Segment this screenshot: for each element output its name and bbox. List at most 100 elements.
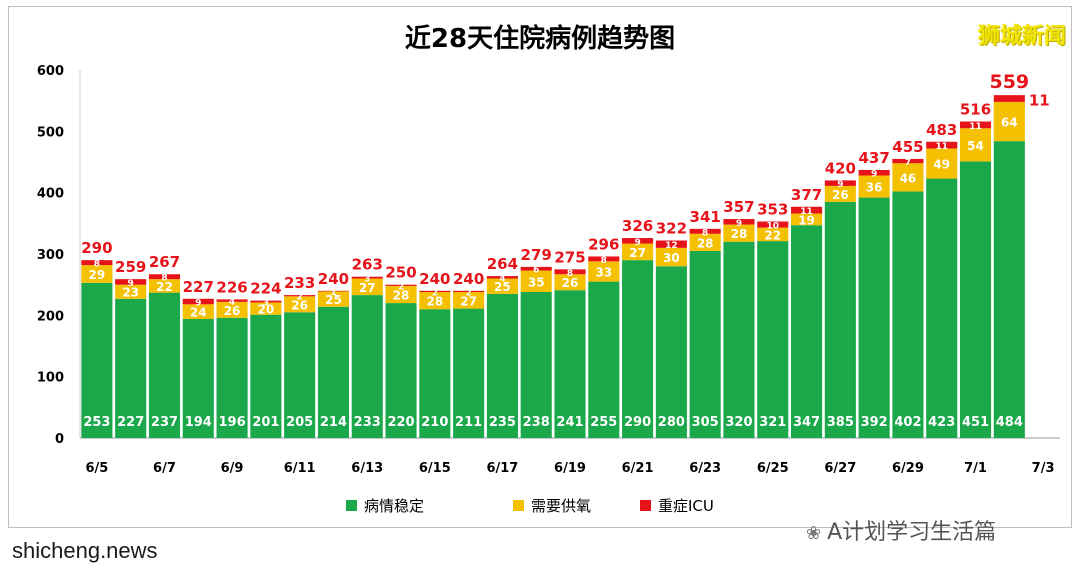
bar-segment-oxygen [216, 301, 248, 318]
wechat-account-label: A计划学习生活篇 [827, 520, 997, 545]
data-label-oxygen: 36 [866, 181, 883, 195]
bar-segment-stable [892, 191, 924, 438]
bar-segment-icu [520, 266, 552, 271]
x-tick-label: 6/7 [153, 461, 176, 476]
bar-segment-oxygen [115, 284, 147, 299]
bar-segment-icu [824, 180, 856, 186]
data-label-total: 377 [791, 186, 822, 204]
bar-segment-oxygen [284, 296, 316, 313]
watermark: shicheng.news [12, 538, 158, 563]
bar-segment-stable [148, 292, 181, 438]
data-label-stable: 238 [523, 415, 550, 430]
legend-swatch [513, 500, 524, 511]
legend-label: 病情稳定 [364, 497, 424, 515]
data-label-stable: 214 [320, 415, 347, 430]
bar-segment-oxygen [993, 101, 1025, 142]
bar-segment-oxygen [892, 163, 924, 192]
data-label-stable: 280 [658, 415, 685, 430]
data-label-total: 483 [926, 121, 957, 139]
data-label-icu: 8 [161, 274, 167, 284]
data-label-icu: 12 [665, 241, 678, 251]
bar-segment-stable [486, 293, 518, 438]
x-tick-label: 6/15 [419, 461, 451, 476]
wechat-account: ❀ A计划学习生活篇 [806, 514, 996, 546]
data-label-stable: 235 [489, 415, 516, 430]
x-tick-label: 6/11 [284, 461, 316, 476]
y-tick-label: 500 [37, 125, 64, 140]
data-label-oxygen: 26 [562, 276, 579, 290]
data-label-total: 233 [284, 274, 315, 292]
x-tick-label: 6/9 [221, 461, 244, 476]
data-label-oxygen: 26 [291, 298, 308, 312]
bar-segment-icu [284, 295, 316, 297]
data-label-stable: 194 [185, 415, 212, 430]
data-label-total: 267 [149, 253, 180, 271]
data-label-stable: 402 [894, 415, 921, 430]
bar-segment-stable [993, 141, 1025, 438]
bar-segment-stable [858, 197, 890, 438]
data-label-oxygen: 20 [258, 303, 275, 317]
data-label-stable: 290 [624, 415, 651, 430]
bar-segment-stable [655, 266, 687, 438]
data-label-oxygen: 26 [224, 304, 241, 318]
bar-segment-stable [622, 260, 654, 438]
y-tick-label: 100 [37, 371, 64, 386]
bar-segment-stable [250, 314, 282, 438]
bar-segment-icu [81, 260, 113, 266]
data-label-oxygen: 49 [933, 158, 950, 172]
data-label-icu: 2 [465, 288, 471, 298]
y-tick-label: 400 [37, 187, 64, 202]
bar-segment-stable [554, 290, 586, 438]
bar-segment-oxygen [351, 278, 383, 296]
data-label-stable: 320 [725, 415, 752, 430]
bar-segment-oxygen [250, 302, 282, 315]
bar-segment-oxygen [858, 175, 890, 198]
data-label-oxygen: 27 [629, 246, 646, 260]
x-tick-label: 6/29 [892, 461, 924, 476]
bar-segment-icu [216, 299, 248, 302]
bar-segment-stable [81, 282, 113, 438]
bar-segment-icu [791, 206, 823, 214]
bar-segment-icu [588, 256, 620, 262]
bar-segment-stable [791, 225, 823, 438]
bar-segment-icu [655, 240, 687, 248]
bar-segment-oxygen [317, 291, 349, 307]
bar-segment-stable [959, 161, 992, 439]
data-label-stable: 237 [151, 415, 178, 430]
data-label-total: 559 [989, 71, 1029, 93]
x-tick-label: 6/27 [824, 461, 856, 476]
bar-segment-oxygen [655, 247, 687, 267]
data-label-oxygen: 30 [663, 251, 680, 265]
data-label-stable: 385 [827, 415, 854, 430]
bar-segment-stable [689, 250, 721, 438]
data-label-total: 240 [419, 270, 450, 288]
x-tick-label: 6/21 [622, 461, 654, 476]
x-tick-label: 6/25 [757, 461, 789, 476]
data-label-stable: 196 [218, 415, 245, 430]
bar-segment-icu [723, 219, 755, 225]
bar-segment-oxygen [588, 261, 620, 282]
data-label-stable: 220 [387, 415, 414, 430]
legend-label: 重症ICU [658, 497, 714, 515]
bar-segment-oxygen [554, 274, 586, 291]
data-label-oxygen: 25 [494, 280, 511, 294]
bar-segment-stable [385, 303, 417, 438]
data-label-oxygen: 27 [359, 281, 376, 295]
bar-segment-stable [284, 312, 316, 438]
bar-segment-stable [824, 201, 856, 438]
data-label-icu: 10 [766, 222, 779, 232]
x-tick-label: 6/13 [351, 461, 383, 476]
x-tick-label: 6/17 [486, 461, 518, 476]
bar-segment-oxygen [520, 270, 552, 293]
data-label-stable: 211 [455, 415, 482, 430]
legend-swatch [346, 500, 357, 511]
data-label-oxygen: 28 [426, 295, 443, 309]
data-label-oxygen: 27 [460, 294, 477, 308]
bar-segment-icu [993, 95, 1025, 102]
data-label-oxygen: 28 [697, 236, 714, 250]
bar-segment-oxygen [622, 243, 654, 261]
data-label-oxygen: 26 [832, 188, 849, 202]
bar-segment-icu [554, 269, 586, 275]
site-logo: 狮城新闻 [977, 24, 1066, 49]
data-label-oxygen: 35 [528, 275, 545, 289]
